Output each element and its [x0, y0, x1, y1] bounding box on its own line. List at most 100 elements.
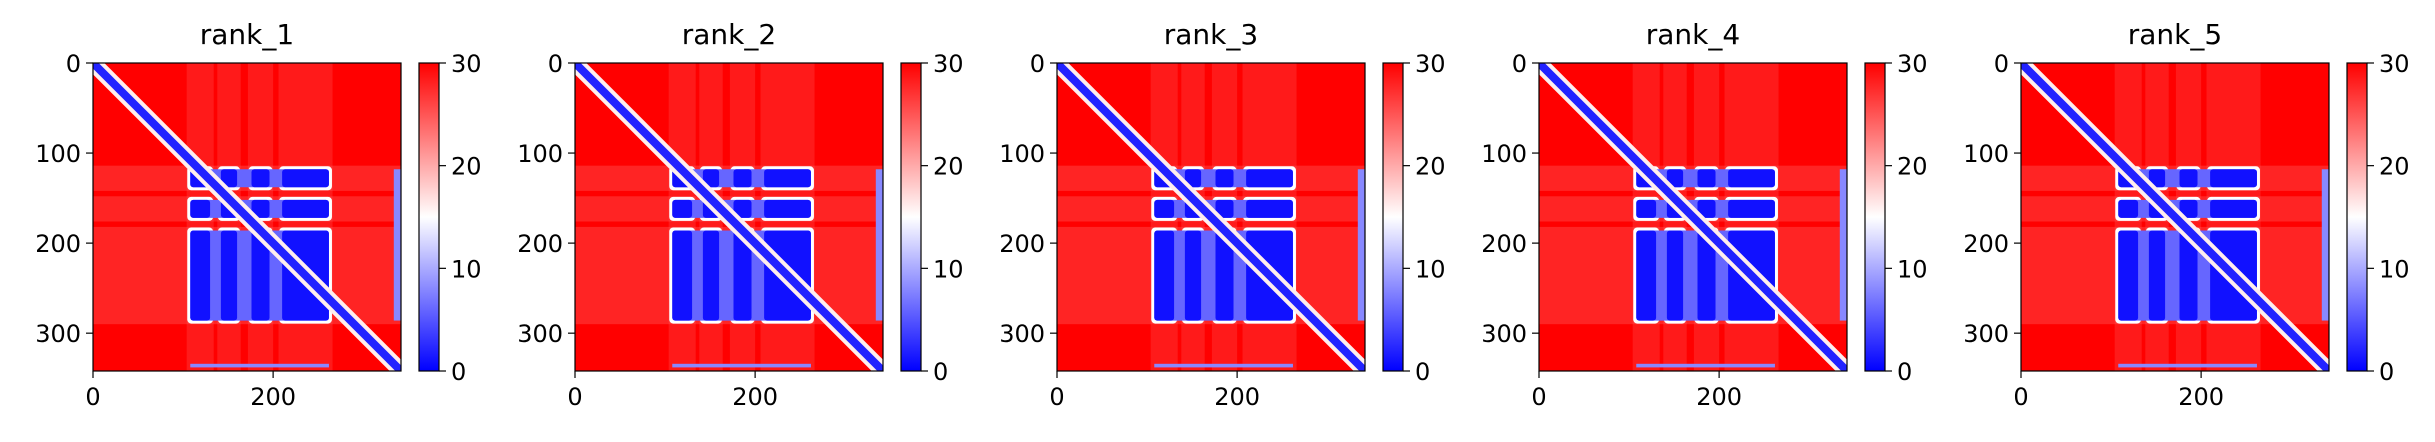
heatmap-block [282, 199, 329, 218]
heatmap-block [1728, 199, 1775, 218]
heatmap-block [672, 199, 693, 218]
y-tick-label: 300 [517, 320, 563, 348]
heatmap-block [220, 169, 238, 188]
panel-title: rank_2 [682, 18, 776, 51]
heatmap [1057, 63, 1365, 371]
heatmap-block [1697, 230, 1716, 321]
heatmap-diagonal [575, 63, 883, 371]
heatmap-diagonal [2021, 63, 2329, 371]
colorbar-tick-label: 0 [1415, 358, 1430, 386]
y-tick-label: 200 [999, 230, 1045, 258]
colorbar-tick-label: 0 [1897, 358, 1912, 386]
x-tick-label: 200 [1214, 383, 1260, 411]
x-tick-label: 0 [1531, 383, 1546, 411]
colorbar-tick-label: 10 [2379, 255, 2410, 283]
colorbar [418, 62, 440, 372]
heatmap-block [764, 199, 811, 218]
colorbar-tick-label: 10 [933, 255, 964, 283]
x-tick-label: 0 [85, 383, 100, 411]
y-tick-label: 300 [999, 320, 1045, 348]
heatmap-edge-row [2118, 363, 2257, 368]
x-tick-label: 200 [1696, 383, 1742, 411]
heatmap [2021, 63, 2329, 371]
y-tick-label: 200 [1963, 230, 2009, 258]
panel-title: rank_4 [1646, 18, 1740, 51]
y-tick-label: 100 [517, 140, 563, 168]
heatmap-block [190, 230, 211, 321]
heatmap-block [251, 169, 270, 188]
heatmap-block [2179, 199, 2198, 218]
x-tick-label: 0 [567, 383, 582, 411]
y-tick-label: 200 [517, 230, 563, 258]
heatmap-block [672, 230, 693, 321]
panel-3: rank_3 0 100 200 300 0 200 0 10 20 30 [999, 18, 1445, 411]
colorbar-tick-label: 20 [1897, 153, 1928, 181]
colorbar-tick-label: 20 [2379, 153, 2410, 181]
heatmap-frame [1056, 62, 1366, 372]
heatmap-block [1184, 169, 1202, 188]
x-tick-label: 0 [1049, 383, 1064, 411]
heatmap-block [702, 169, 720, 188]
y-tick-label: 200 [35, 230, 81, 258]
heatmap-block [2179, 230, 2198, 321]
heatmap-edge-column [875, 169, 883, 321]
heatmap-block [2179, 169, 2198, 188]
colorbar-tick-label: 0 [2379, 358, 2394, 386]
heatmap-block [1666, 230, 1684, 321]
heatmap-block [1728, 169, 1775, 188]
heatmap-block [764, 169, 811, 188]
heatmap-diagonal [1539, 63, 1847, 371]
heatmap-block [190, 199, 211, 218]
heatmap-block [2148, 169, 2166, 188]
x-tick-label: 0 [2013, 383, 2028, 411]
heatmap-block [2210, 169, 2257, 188]
heatmap [575, 63, 883, 371]
y-tick-label: 300 [1963, 320, 2009, 348]
heatmap-block [702, 230, 720, 321]
heatmap-block [2118, 230, 2139, 321]
heatmap-block [1215, 199, 1234, 218]
colorbar-tick-label: 10 [1897, 255, 1928, 283]
heatmap-block [251, 230, 270, 321]
heatmap-block [282, 169, 329, 188]
heatmap-edge-row [1636, 363, 1775, 368]
colorbar [1864, 62, 1886, 372]
heatmap-block [733, 169, 752, 188]
panel-5: rank_5 0 100 200 300 0 200 0 10 20 30 [1963, 18, 2409, 411]
heatmap-frame [574, 62, 884, 372]
y-tick-label: 0 [1512, 50, 1527, 78]
colorbar-tick-label: 10 [1415, 255, 1446, 283]
heatmap-edge-row [190, 363, 329, 368]
colorbar-tick-label: 30 [2379, 50, 2410, 78]
heatmap-edge-row [672, 363, 811, 368]
panel-1: rank_1 0 100 200 300 0 200 0 10 20 30 [35, 18, 481, 411]
heatmap-block [220, 230, 238, 321]
heatmap-block [2148, 230, 2166, 321]
x-tick-label: 200 [2178, 383, 2224, 411]
heatmap-block [1184, 230, 1202, 321]
heatmap-frame [1538, 62, 1848, 372]
y-tick-label: 100 [1481, 140, 1527, 168]
heatmap-block [1215, 169, 1234, 188]
heatmap-edge-row [1154, 363, 1293, 368]
y-tick-label: 100 [35, 140, 81, 168]
panel-4: rank_4 0 100 200 300 0 200 0 10 20 30 [1481, 18, 1927, 411]
panel-title: rank_3 [1164, 18, 1258, 51]
heatmap-diagonal [1057, 63, 1365, 371]
colorbar-tick-label: 20 [1415, 153, 1446, 181]
heatmap-block [1697, 169, 1716, 188]
heatmap-block [1246, 199, 1293, 218]
heatmap [93, 63, 401, 371]
heatmap-diagonal [93, 63, 401, 371]
heatmap-block [1215, 230, 1234, 321]
y-tick-label: 0 [66, 50, 81, 78]
colorbar-tick-label: 20 [933, 153, 964, 181]
colorbar [1382, 62, 1404, 372]
heatmap-block [2118, 199, 2139, 218]
heatmap-block [251, 199, 270, 218]
colorbar-tick-label: 0 [933, 358, 948, 386]
y-tick-label: 100 [1963, 140, 2009, 168]
colorbar [2346, 62, 2368, 372]
